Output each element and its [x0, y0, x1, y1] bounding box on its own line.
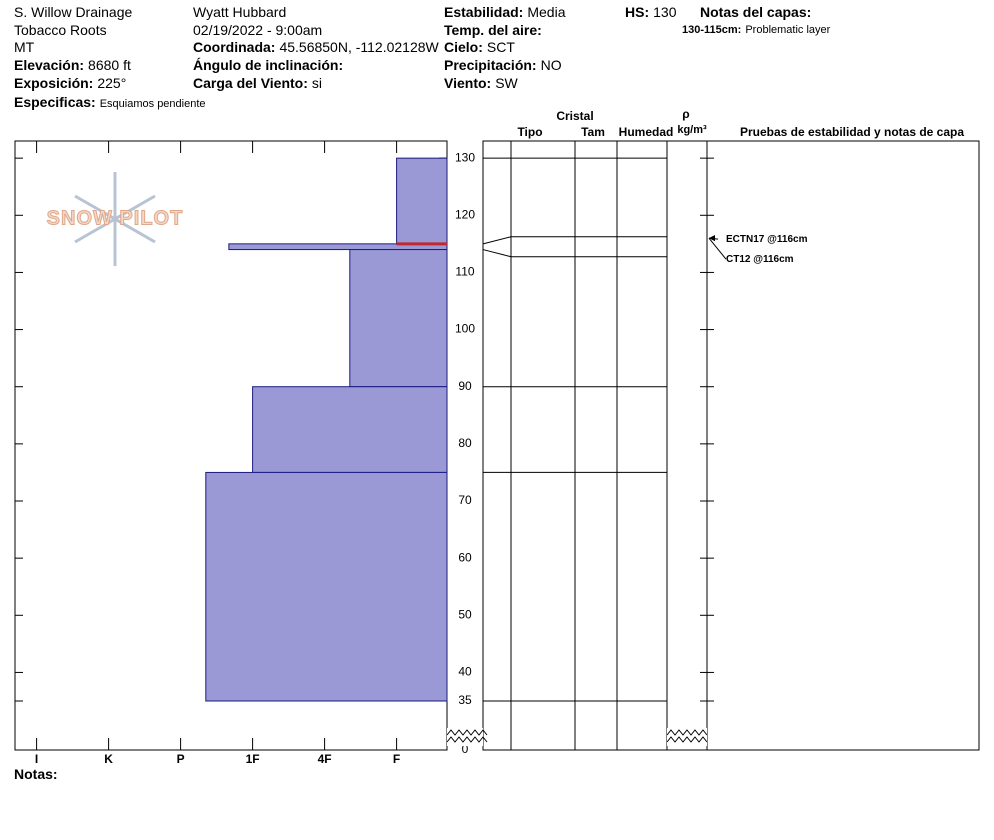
value: 45.56850N, -112.02128W	[279, 39, 439, 55]
col-header: Tam	[581, 125, 605, 139]
label: Ángulo de inclinación:	[193, 57, 344, 73]
col-header: Cristal	[556, 109, 593, 123]
label: Estabilidad:	[444, 4, 524, 20]
y-tick-label: 35	[458, 693, 472, 707]
axis-break	[446, 736, 488, 743]
value: Problematic layer	[745, 24, 831, 36]
break-mask	[447, 728, 483, 746]
tests-frame	[706, 140, 980, 751]
x-tick-label: F	[393, 752, 400, 766]
arrow-head	[709, 235, 715, 242]
crystal-frame	[482, 140, 708, 751]
specifics: Especificas: Esquiamos pendiente	[14, 94, 206, 110]
value: Esquiamos pendiente	[99, 98, 206, 110]
label: Elevación:	[14, 57, 85, 73]
layer-bar	[205, 471, 448, 702]
x-tick-label: 1F	[246, 752, 260, 766]
label: Coordinada:	[193, 39, 276, 55]
value: si	[311, 75, 323, 91]
label: Exposición:	[14, 75, 94, 91]
y-tick-label: 60	[458, 550, 472, 564]
value: 8680 ft	[88, 57, 131, 73]
location: S. Willow Drainage	[14, 4, 133, 20]
coords: Coordinada: 45.56850N, -112.02128W	[193, 39, 439, 55]
label: HS:	[625, 4, 650, 20]
value: NO	[540, 57, 562, 73]
notes-label: Notas:	[14, 766, 58, 782]
label: Especificas:	[14, 94, 96, 110]
col-header: Pruebas de estabilidad y notas de capa	[740, 125, 964, 139]
value: SW	[495, 75, 518, 91]
col-header: Tipo	[517, 125, 542, 139]
label: Precipitación:	[444, 57, 537, 73]
label: Cielo:	[444, 39, 483, 55]
state: MT	[14, 39, 35, 55]
y-tick-label: 80	[458, 436, 472, 450]
label: Carga del Viento:	[193, 75, 308, 91]
layer-boundary	[482, 249, 667, 258]
y-tick-label: 0	[462, 742, 469, 756]
elevation: Elevación: 8680 ft	[14, 57, 131, 73]
test-label: ECTN17 @116cm	[726, 234, 808, 245]
y-tick-label: 70	[458, 493, 472, 507]
y-tick-label: 50	[458, 607, 472, 621]
layer-notes-title: Notas del capas:	[700, 4, 812, 20]
layer-bar	[252, 386, 448, 473]
incline: Ángulo de inclinación:	[193, 57, 347, 73]
test-arrow	[708, 237, 727, 260]
y-tick-label: 90	[458, 379, 472, 393]
layer-boundary	[482, 236, 667, 245]
value: Media	[527, 4, 566, 20]
wind-load: Carga del Viento: si	[193, 75, 322, 91]
value: SCT	[486, 39, 515, 55]
stability: Estabilidad: Media	[444, 4, 566, 20]
logo	[74, 172, 156, 266]
axis-break	[666, 736, 708, 743]
range: Tobacco Roots	[14, 22, 107, 38]
hs: HS: 130	[625, 4, 676, 20]
air-temp: Temp. del aire:	[444, 22, 546, 38]
layer-bar	[228, 243, 448, 251]
value: 225°	[97, 75, 127, 91]
value: 130	[653, 4, 677, 20]
x-tick-label: 4F	[318, 752, 332, 766]
observer: Wyatt Hubbard	[193, 4, 287, 20]
label: 130-115cm:	[682, 24, 742, 36]
layer-bar	[396, 157, 448, 245]
sky: Cielo: SCT	[444, 39, 515, 55]
x-tick-label: K	[104, 752, 113, 766]
layer-bar	[349, 249, 448, 388]
axis-break	[446, 729, 488, 736]
col-header: kg/m³	[677, 124, 707, 136]
wind: Viento: SW	[444, 75, 518, 91]
layer-note: 130-115cm: Problematic layer	[682, 24, 830, 36]
label: Viento:	[444, 75, 492, 91]
x-tick-label: P	[177, 752, 185, 766]
y-tick-label: 40	[458, 665, 472, 679]
col-header: ρ	[682, 107, 689, 121]
y-tick-label: 120	[455, 207, 475, 221]
precip: Precipitación: NO	[444, 57, 562, 73]
y-tick-label: 130	[455, 150, 475, 164]
column-lines	[510, 141, 668, 750]
label: Temp. del aire:	[444, 22, 542, 38]
axis-break	[666, 729, 708, 736]
logo-text: SNOW PILOT	[47, 207, 184, 229]
datetime: 02/19/2022 - 9:00am	[193, 22, 323, 38]
y-tick-label: 100	[455, 322, 475, 336]
aspect: Exposición: 225°	[14, 75, 126, 91]
x-tick-label: I	[35, 752, 38, 766]
test-label: CT12 @116cm	[726, 254, 794, 265]
col-header: Humedad	[619, 125, 674, 139]
y-tick-label: 110	[455, 265, 474, 279]
